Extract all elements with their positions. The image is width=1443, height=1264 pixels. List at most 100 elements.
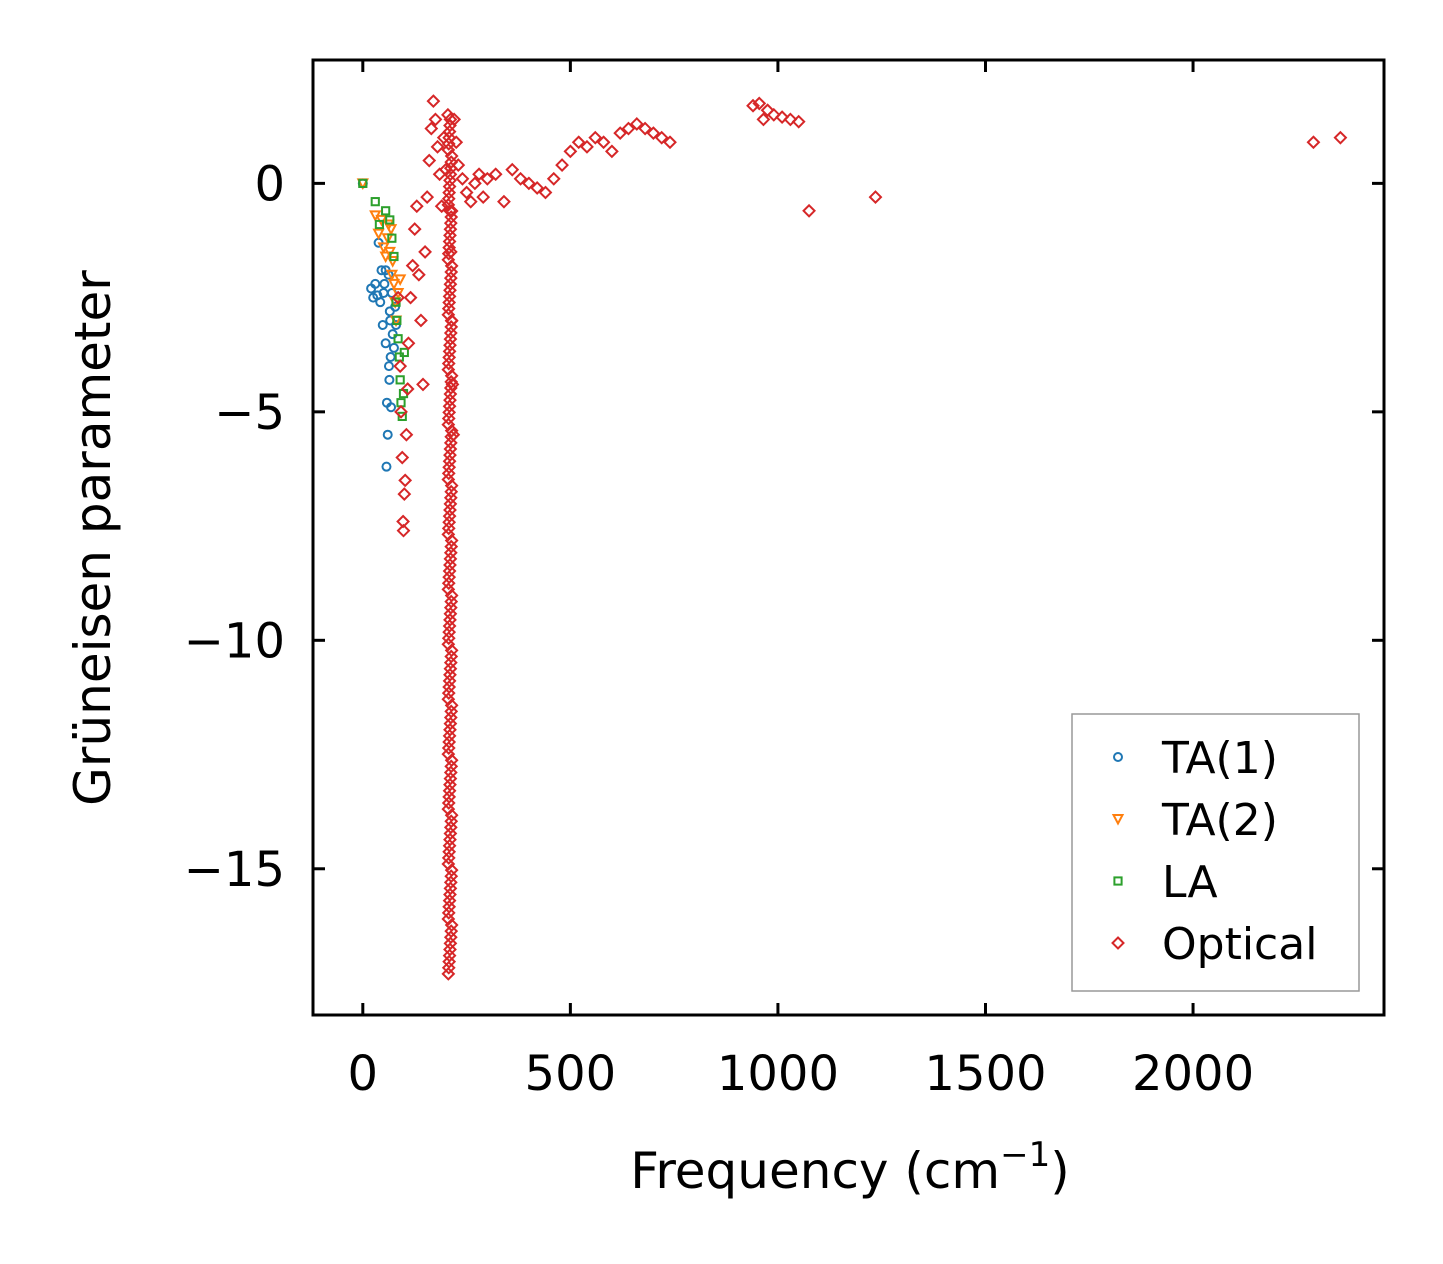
- data-point: [775, 110, 789, 125]
- data-point: [480, 171, 495, 186]
- data-point: [441, 136, 456, 151]
- data-point: [654, 130, 669, 145]
- data-point: [443, 558, 457, 572]
- data-point: [443, 820, 458, 835]
- data-point: [442, 344, 457, 359]
- data-point: [756, 112, 771, 127]
- data-point: [443, 277, 458, 292]
- data-point: [442, 509, 457, 524]
- data-point: [444, 924, 459, 939]
- x-tick-label: 0: [348, 1046, 379, 1102]
- data-point: [621, 121, 636, 136]
- data-point: [386, 402, 397, 413]
- data-point: [442, 954, 457, 969]
- data-point: [394, 404, 408, 419]
- data-point: [444, 869, 459, 884]
- data-point: [546, 171, 561, 186]
- data-point: [432, 167, 447, 182]
- data-point: [442, 564, 457, 578]
- data-point: [513, 171, 528, 186]
- data-point: [424, 121, 439, 136]
- data-point: [389, 251, 399, 262]
- data-point: [443, 716, 458, 731]
- data-point: [441, 960, 456, 975]
- data-point: [393, 334, 403, 344]
- data-point: [442, 405, 457, 420]
- data-point: [1333, 130, 1348, 145]
- data-point: [444, 484, 459, 499]
- data-point: [442, 783, 457, 798]
- data-point: [443, 435, 458, 450]
- data-point: [467, 176, 482, 191]
- data-point: [443, 606, 458, 621]
- data-point: [442, 948, 457, 963]
- data-point: [382, 429, 393, 440]
- data-point: [442, 454, 457, 469]
- data-point: [444, 374, 459, 389]
- data-point: [443, 442, 458, 456]
- data-point: [443, 930, 458, 945]
- data-point: [443, 771, 458, 786]
- data-point: [442, 234, 457, 249]
- data-point: [443, 216, 458, 231]
- data-point: [409, 199, 424, 214]
- data-point: [442, 893, 457, 908]
- data-point: [646, 126, 661, 141]
- data-point: [868, 190, 883, 204]
- data-point: [443, 222, 458, 237]
- data-point: [783, 112, 798, 127]
- data-point: [766, 107, 781, 122]
- legend-label: TA(2): [1161, 795, 1278, 846]
- data-point: [441, 686, 456, 701]
- data-point: [401, 336, 416, 351]
- data-point: [381, 206, 391, 216]
- legend-marker: [1113, 752, 1123, 762]
- data-point: [444, 539, 459, 554]
- data-point: [441, 692, 456, 707]
- data-point: [442, 570, 457, 585]
- legend-label: TA(1): [1161, 733, 1278, 784]
- data-point: [399, 347, 409, 358]
- data-point: [444, 210, 459, 224]
- data-point: [387, 278, 401, 291]
- data-point: [441, 857, 456, 871]
- data-point: [441, 582, 456, 597]
- data-point: [444, 265, 459, 279]
- data-point: [443, 942, 457, 957]
- data-point: [663, 135, 677, 150]
- data-point: [441, 850, 456, 865]
- data-point: [443, 490, 458, 505]
- x-tick-label: 1000: [717, 1046, 839, 1102]
- data-point: [441, 747, 456, 762]
- data-point: [398, 473, 413, 488]
- data-point: [443, 338, 457, 353]
- data-point: [443, 600, 458, 615]
- data-point: [443, 875, 458, 890]
- data-point: [411, 267, 426, 282]
- data-point: [472, 167, 486, 182]
- data-point: [370, 278, 381, 289]
- data-point: [441, 576, 456, 591]
- data-point: [443, 655, 458, 670]
- data-point: [442, 735, 457, 749]
- data-point: [441, 631, 456, 646]
- data-point: [638, 121, 653, 136]
- data-point: [430, 139, 445, 154]
- data-point: [374, 219, 385, 230]
- x-axis-title-superscript: −1: [1000, 1135, 1050, 1175]
- data-point: [441, 912, 456, 926]
- legend-label: LA: [1162, 857, 1218, 908]
- data-point: [385, 269, 399, 282]
- legend: TA(1) TA(2) LA Optical: [1071, 713, 1360, 992]
- data-point: [441, 417, 456, 432]
- data-point: [442, 240, 457, 255]
- data-point: [443, 332, 458, 347]
- data-point: [443, 661, 458, 676]
- legend-label: Optical: [1162, 919, 1317, 970]
- data-point: [441, 741, 456, 755]
- data-point: [443, 826, 458, 841]
- x-axis-title-suffix: ): [1050, 1142, 1070, 1200]
- data-point: [441, 411, 456, 426]
- data-point: [385, 352, 396, 363]
